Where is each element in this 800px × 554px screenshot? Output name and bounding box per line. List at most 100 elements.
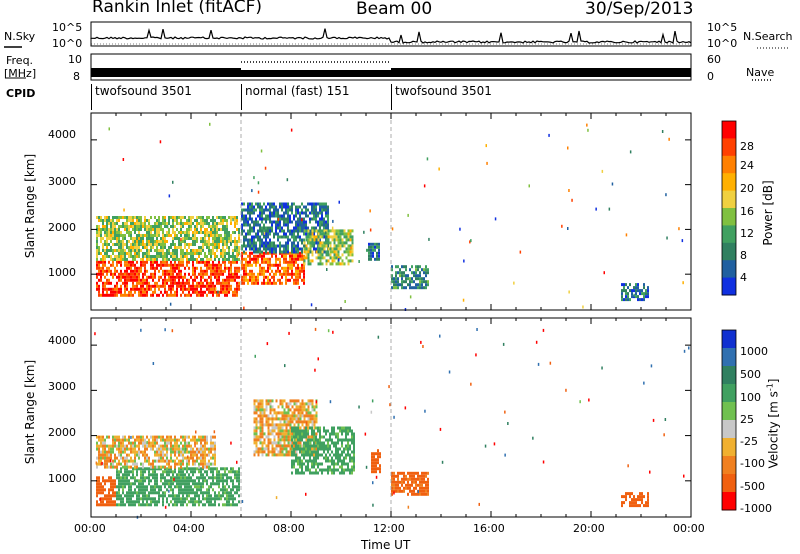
power-scatter-point xyxy=(179,261,181,264)
velocity-cell-1 xyxy=(126,467,128,471)
power-cell-3 xyxy=(287,229,289,233)
power-cell-1 xyxy=(122,222,124,225)
power-cell-4 xyxy=(329,256,332,260)
power-cell-1 xyxy=(180,258,182,261)
velocity-cell-2 xyxy=(182,459,184,463)
power-cell-5 xyxy=(368,242,370,246)
power-cell-6 xyxy=(395,286,397,290)
power-cell-1 xyxy=(190,243,192,246)
velocity-cell-6 xyxy=(423,471,425,475)
power-cell-3 xyxy=(275,244,277,248)
velocity-cell-1 xyxy=(186,488,188,492)
power-cell-3 xyxy=(313,232,315,236)
power-cell-6 xyxy=(427,283,429,287)
velocity-cell-3 xyxy=(273,441,276,445)
power-cell-1 xyxy=(108,234,110,237)
power-cell-1 xyxy=(150,240,152,243)
power-cell-0 xyxy=(154,281,156,285)
power-cell-1 xyxy=(156,234,158,237)
power-cell-1 xyxy=(128,228,130,231)
velocity-cell-0 xyxy=(104,497,106,501)
velocity-cell-1 xyxy=(126,476,128,480)
velocity-cell-1 xyxy=(222,494,224,498)
velocity-cell-1 xyxy=(210,470,212,474)
velocity-cell-4 xyxy=(333,459,335,463)
power-cell-2 xyxy=(267,263,269,267)
velocity-cell-0 xyxy=(96,482,98,486)
velocity-cell-1 xyxy=(130,476,132,480)
xtick-1: 04:00 xyxy=(173,522,205,535)
power-cell-3 xyxy=(287,223,289,227)
power-cell-3 xyxy=(275,247,277,251)
velocity-cell-2 xyxy=(140,441,142,445)
velocity-cell-1 xyxy=(188,494,190,498)
power-cell-1 xyxy=(202,258,204,261)
velocity-cell-6 xyxy=(391,474,393,478)
velocity-cell-6 xyxy=(411,474,413,478)
power-cell-1 xyxy=(204,222,206,225)
power-cell-1 xyxy=(170,234,172,237)
power-cell-1 xyxy=(142,252,144,255)
velocity-cell-1 xyxy=(234,473,236,477)
velocity-cell-2 xyxy=(132,459,134,463)
velocity-cell-1 xyxy=(186,482,188,486)
velocity-cell-4 xyxy=(315,468,317,472)
power-cell-3 xyxy=(313,226,315,230)
velocity-cell-1 xyxy=(120,467,122,471)
power-cell-3 xyxy=(255,202,257,206)
velocity-cell-3 xyxy=(293,414,296,418)
power-cell-0 xyxy=(136,287,138,291)
velocity-cell-1 xyxy=(156,482,158,486)
power-cell-3 xyxy=(281,250,283,254)
velocity-cell-3 xyxy=(279,399,282,403)
velocity-cell-2 xyxy=(164,459,166,463)
power-cell-3 xyxy=(241,226,243,230)
velocity-cell-2 xyxy=(178,453,180,457)
power-cell-1 xyxy=(220,240,222,243)
freq-panel-frame xyxy=(90,53,692,81)
power-cell-0 xyxy=(124,290,126,294)
velocity-cell-3 xyxy=(283,417,286,421)
power-cell-1 xyxy=(214,243,216,246)
velocity-cell-1 xyxy=(156,485,158,489)
power-cbar-tick-12: 12 xyxy=(740,227,754,240)
power-cell-2 xyxy=(245,263,247,267)
power-cell-0 xyxy=(166,278,168,282)
velocity-cell-6 xyxy=(393,474,395,478)
velocity-cell-1 xyxy=(128,470,130,474)
velocity-cell-1 xyxy=(138,479,140,483)
power-cell-3 xyxy=(269,208,271,212)
velocity-cell-3 xyxy=(267,450,270,454)
power-cell-3 xyxy=(319,202,321,206)
power-cell-0 xyxy=(136,272,138,276)
velocity-cell-2 xyxy=(176,447,178,451)
velocity-cell-2 xyxy=(130,465,132,469)
velocity-cell-1 xyxy=(128,473,130,477)
power-cell-1 xyxy=(210,225,212,228)
power-cell-2 xyxy=(251,251,253,255)
power-cell-1 xyxy=(208,234,210,237)
power-cell-1 xyxy=(186,228,188,231)
velocity-cell-2 xyxy=(188,441,190,445)
power-cell-0 xyxy=(172,269,174,273)
velocity-cell-7 xyxy=(629,492,631,496)
power-cell-3 xyxy=(311,226,313,230)
velocity-cell-3 xyxy=(297,423,300,427)
power-cell-3 xyxy=(241,208,243,212)
velocity-cell-1 xyxy=(162,470,164,474)
velocity-cell-3 xyxy=(299,441,302,445)
velocity-cell-2 xyxy=(142,450,144,454)
power-cell-3 xyxy=(243,244,245,248)
power-cell-3 xyxy=(297,220,299,224)
velocity-cell-2 xyxy=(132,444,134,448)
power-cell-6 xyxy=(415,268,417,272)
power-cell-0 xyxy=(104,263,106,267)
power-cell-1 xyxy=(180,243,182,246)
vel-cbar-tick-m100: -100 xyxy=(740,457,765,470)
power-cell-2 xyxy=(287,269,289,273)
velocity-cell-3 xyxy=(279,420,282,424)
velocity-cell-4 xyxy=(353,441,355,445)
power-cell-6 xyxy=(409,268,411,272)
power-cell-3 xyxy=(287,235,289,239)
power-cell-0 xyxy=(150,287,152,291)
